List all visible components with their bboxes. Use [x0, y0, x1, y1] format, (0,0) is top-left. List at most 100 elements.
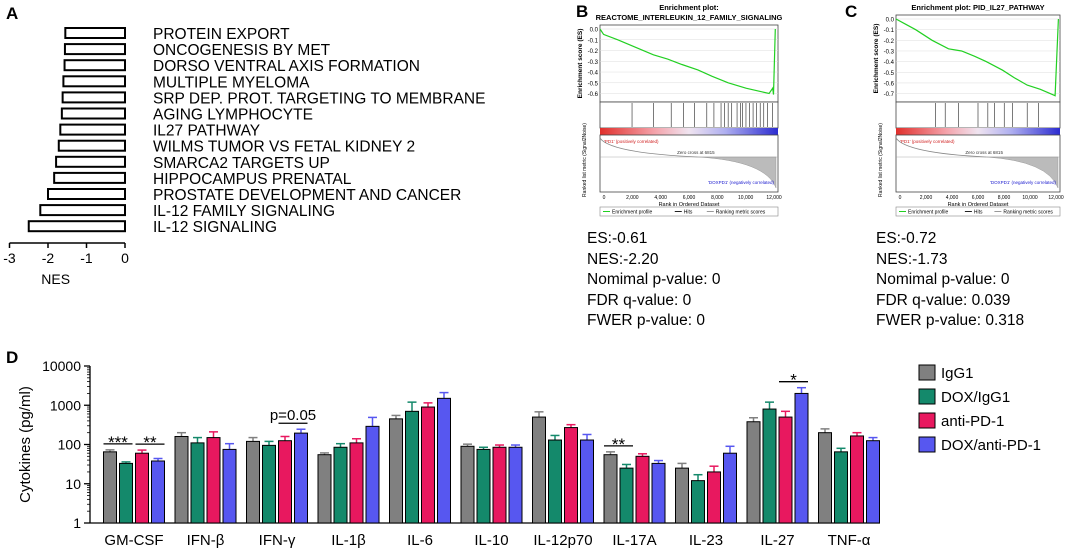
cytokine-bar	[762, 408, 777, 524]
panel-letter-d: D	[6, 348, 19, 367]
legend-label: Ranking metric scores	[1003, 210, 1053, 216]
hits-panel	[599, 101, 779, 129]
rank-tick-label: 10,000	[738, 195, 754, 201]
y-tick-label: 1	[73, 515, 81, 531]
rank-color-bar	[600, 128, 778, 135]
zero-cross-label: Zero cross at 6815	[677, 150, 715, 155]
gene-set-label: PROTEIN EXPORT	[153, 26, 290, 43]
panel-c-fwer-p: FWER p-value: 0.318	[876, 312, 1025, 329]
gene-set-label: HIPPOCAMPUS PRENATAL	[153, 171, 352, 188]
legend-label: DOX/anti-PD-1	[941, 437, 1041, 454]
category-label: IFN-β	[187, 532, 225, 549]
cytokine-bar	[365, 425, 380, 524]
es-tick-label: -0.5	[588, 81, 599, 87]
cytokine-bar	[119, 462, 133, 524]
metric-positive	[895, 137, 987, 158]
cytokine-bar	[746, 421, 761, 524]
es-axis-label: Enrichment score (ES)	[873, 24, 880, 94]
rank-tick-label: 0	[899, 195, 902, 201]
cytokine-bar	[135, 452, 149, 524]
es-tick-label: -0.6	[588, 92, 599, 98]
gene-set-label: DORSO VENTRAL AXIS FORMATION	[153, 58, 420, 75]
cytokine-bar	[866, 440, 880, 524]
es-tick-label: -0.2	[588, 49, 599, 55]
cytokine-bar	[548, 439, 562, 524]
enrichment-profile-curve	[895, 18, 1059, 97]
cytokine-bar	[778, 416, 793, 524]
plot-title: Enrichment plot: PID_IL27_PATHWAY	[911, 3, 1044, 12]
cytokine-bar	[532, 416, 546, 524]
cytokine-bar	[564, 427, 578, 524]
es-tick-label: -0.5	[884, 71, 895, 77]
nes-bar	[47, 188, 126, 200]
rank-tick-label: 12,000	[766, 195, 782, 201]
cytokine-bar	[174, 435, 189, 524]
rank-tick-label: 4,000	[654, 195, 667, 201]
legend-swatch	[918, 364, 936, 381]
nes-bar	[57, 139, 126, 152]
category-label: TNF-α	[828, 532, 871, 549]
gene-set-label: WILMS TUMOR VS FETAL KIDNEY 2	[153, 139, 415, 156]
significance-label: p=0.05	[270, 407, 316, 424]
category-label: IL-12p70	[533, 532, 592, 549]
legend-label: Enrichment profile	[612, 210, 653, 216]
cytokine-bar	[476, 448, 491, 524]
es-tick-label: -0.6	[884, 81, 895, 87]
cytokine-bar	[834, 451, 848, 524]
significance-label: **	[143, 433, 157, 452]
panel-letter-b: B	[576, 2, 589, 21]
gene-set-label: IL-12 SIGNALING	[153, 219, 277, 236]
gene-set-label: PROSTATE DEVELOPMENT AND CANCER	[153, 187, 461, 204]
category-label: IL-23	[689, 532, 723, 549]
gene-set-label: IL-12 FAMILY SIGNALING	[153, 203, 335, 220]
category-label: IFN-γ	[259, 532, 296, 549]
negative-label: 'DOXPD1' (negatively correlated)	[708, 180, 774, 185]
metric-negative	[697, 156, 777, 189]
cytokine-bar	[246, 440, 260, 524]
enrichment-profile-curve	[599, 28, 776, 95]
gene-set-label: MULTIPLE MYELOMA	[153, 74, 310, 91]
metric-axis-label: Ranked list metric (Signal2Noise)	[878, 123, 884, 197]
rank-tick-label: 0	[603, 195, 606, 201]
cytokine-bar	[278, 440, 292, 524]
nes-bar	[62, 75, 126, 88]
es-tick-label: -0.4	[884, 60, 895, 66]
panel-c-stats: ES:-0.72 NES:-1.73 Nomimal p-value: 0 FD…	[876, 229, 1024, 332]
category-label: IL-6	[407, 532, 433, 549]
panel-c-nominal-p: Nomimal p-value: 0	[876, 271, 1010, 288]
es-axis-label: Enrichment score (ES)	[577, 29, 584, 99]
panel-letter-a: A	[6, 4, 19, 23]
metric-positive	[599, 137, 698, 158]
cytokine-bar	[222, 448, 237, 524]
cytokine-bar	[492, 446, 507, 524]
nes-bar	[63, 59, 126, 72]
nes-bar	[61, 91, 126, 104]
legend-swatch	[918, 412, 936, 429]
rank-tick-label: 2,000	[920, 195, 933, 201]
gene-set-label: IL27 PATHWAY	[153, 123, 260, 140]
panel-b-fwer-p: FWER p-value: 0	[587, 312, 706, 329]
cytokine-bar	[190, 442, 205, 524]
cytokine-bar	[317, 454, 332, 524]
es-tick-label: -0.1	[588, 38, 599, 44]
cytokine-bar	[333, 446, 348, 524]
rank-tick-label: 12,000	[1048, 195, 1064, 201]
es-tick-label: 0.0	[590, 28, 599, 34]
cytokine-bar	[580, 439, 594, 524]
cytokine-bar	[675, 467, 689, 524]
rank-tick-label: 6,000	[972, 195, 985, 201]
positive-label: 'PD1' (positively correlated)	[604, 139, 659, 144]
gene-set-label: SMARCA2 TARGETS UP	[153, 155, 330, 172]
zero-cross-label: Zero cross at 6815	[965, 150, 1003, 155]
legend-box	[895, 206, 1061, 217]
significance-label: ***	[108, 433, 128, 452]
cytokine-bar	[294, 432, 308, 524]
cytokine-bar	[850, 435, 864, 524]
es-tick-label: -0.4	[588, 71, 599, 77]
legend-swatch	[918, 436, 936, 453]
category-label: IL-17A	[612, 532, 656, 549]
positive-label: 'PD1' (positively correlated)	[900, 139, 955, 144]
legend-label: Hits	[684, 210, 693, 216]
metric-axis-label: Ranked list metric (Signal2Noise)	[582, 123, 588, 197]
panel-b-fdr-q: FDR q-value: 0	[587, 291, 692, 309]
